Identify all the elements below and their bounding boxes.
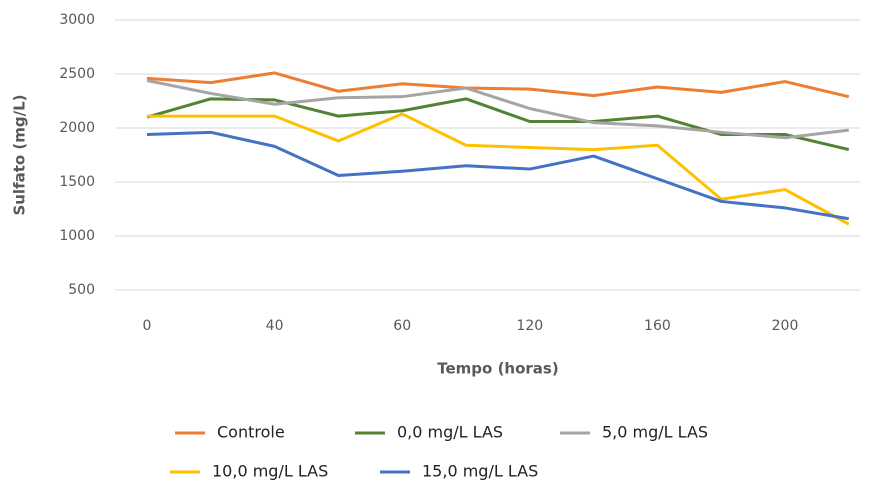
x-tick-label: 0 xyxy=(143,318,152,334)
legend-label: Controle xyxy=(217,423,285,442)
x-axis-title: Tempo (horas) xyxy=(437,360,558,378)
x-tick-label: 160 xyxy=(644,318,671,334)
data-line xyxy=(146,71,850,99)
x-tick-label: 60 xyxy=(393,318,411,334)
legend-label: 10,0 mg/L LAS xyxy=(212,462,328,481)
data-line xyxy=(146,130,850,221)
legend-label: 5,0 mg/L LAS xyxy=(602,423,708,442)
x-tick-label: 120 xyxy=(516,318,543,334)
legend-label: 15,0 mg/L LAS xyxy=(422,462,538,481)
y-axis-title: Sulfato (mg/L) xyxy=(11,94,29,215)
y-tick-label: 2500 xyxy=(59,66,95,82)
y-tick-label: 1500 xyxy=(59,174,95,190)
legend-label: 0,0 mg/L LAS xyxy=(397,423,503,442)
data-line xyxy=(146,79,849,140)
data-line xyxy=(147,112,850,226)
y-tick-label: 500 xyxy=(68,282,95,298)
y-tick-label: 1000 xyxy=(59,228,95,244)
y-tick-label: 3000 xyxy=(59,12,95,28)
x-tick-label: 40 xyxy=(266,318,284,334)
y-tick-label: 2000 xyxy=(59,120,95,136)
x-tick-label: 200 xyxy=(772,318,799,334)
